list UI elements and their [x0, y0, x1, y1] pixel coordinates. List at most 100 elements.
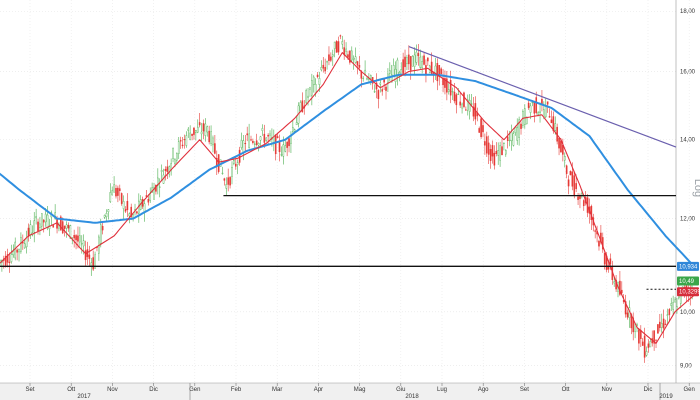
- candle-body: [484, 141, 486, 146]
- candle-body: [520, 123, 522, 129]
- candle-body: [210, 131, 212, 144]
- candle-body: [82, 240, 85, 247]
- candle-body: [478, 128, 480, 133]
- candle-body: [649, 341, 652, 348]
- candle-body: [229, 177, 231, 186]
- candle-body: [44, 213, 47, 223]
- candle-body: [419, 56, 422, 68]
- candle-body: [660, 323, 663, 328]
- candle-body: [324, 66, 326, 72]
- candle-body: [465, 109, 467, 111]
- candle-body: [480, 118, 482, 138]
- candle-body: [252, 140, 254, 143]
- candle-body: [366, 78, 368, 80]
- candle-body: [118, 188, 121, 192]
- candle-body: [282, 144, 285, 157]
- candle-body: [379, 82, 382, 85]
- candle-body: [569, 171, 572, 176]
- candle-body: [472, 106, 475, 117]
- candle-body: [90, 262, 93, 266]
- candle-body: [191, 133, 193, 136]
- candle-body: [638, 329, 640, 344]
- candle-body: [29, 224, 32, 235]
- candle-body: [409, 56, 412, 71]
- candle-body: [107, 209, 110, 213]
- candle-body: [305, 90, 307, 103]
- candle-body: [227, 177, 229, 185]
- scale-label: Log: [692, 179, 700, 197]
- candle-body: [196, 126, 199, 133]
- candle-body: [183, 139, 186, 141]
- candle-body: [46, 214, 49, 228]
- price-badge-label: 10,49: [679, 279, 695, 285]
- candle-body: [333, 41, 336, 49]
- candle-body: [527, 102, 530, 108]
- y-tick-label: 14,00: [680, 138, 696, 144]
- x-tick-label: Mar: [272, 387, 282, 393]
- candle-body: [390, 74, 393, 83]
- candle-body: [79, 235, 81, 243]
- candle-body: [124, 209, 127, 212]
- candle-body: [573, 175, 576, 196]
- candle-body: [231, 167, 233, 177]
- x-tick-label: Gen: [189, 387, 200, 393]
- candle-body: [579, 195, 581, 199]
- candle-body: [647, 343, 650, 348]
- candle-body: [6, 254, 9, 263]
- candle-body: [666, 314, 669, 316]
- x-tick-label: Nov: [107, 387, 118, 393]
- candle-body: [61, 221, 64, 234]
- candle-body: [674, 299, 676, 303]
- x-tick-label: Set: [25, 387, 34, 393]
- candle-body: [436, 63, 439, 82]
- candle-body: [383, 79, 385, 83]
- candle-body: [470, 103, 473, 105]
- x-tick-label: Ott: [67, 387, 75, 393]
- candle-body: [136, 211, 138, 214]
- candle-body: [455, 94, 458, 106]
- candle-body: [482, 125, 484, 133]
- candle-body: [130, 206, 133, 217]
- candle-body: [4, 255, 7, 266]
- candle-body: [531, 102, 534, 104]
- candle-body: [309, 87, 311, 90]
- x-tick-label: Lug: [437, 387, 447, 393]
- candle-body: [598, 240, 600, 247]
- candle-body: [485, 136, 488, 154]
- candle-body: [145, 195, 148, 197]
- candle-body: [132, 214, 134, 218]
- candle-body: [643, 335, 646, 358]
- candle-body: [223, 178, 226, 181]
- candle-body: [187, 128, 190, 131]
- candle-body: [126, 200, 129, 211]
- candle-body: [345, 48, 347, 52]
- candle-body: [560, 140, 562, 153]
- candle-body: [10, 254, 13, 262]
- candle-body: [105, 213, 108, 218]
- candle-body: [659, 321, 661, 329]
- candle-body: [331, 54, 334, 57]
- candle-body: [505, 150, 507, 155]
- candle-body: [311, 80, 313, 96]
- candle-body: [225, 184, 228, 189]
- candle-body: [177, 141, 180, 154]
- candle-body: [111, 190, 113, 196]
- candle-body: [533, 101, 536, 114]
- candle-body: [565, 165, 568, 174]
- candle-body: [35, 216, 37, 219]
- candle-body: [356, 61, 359, 66]
- candle-body: [8, 261, 11, 264]
- candle-body: [115, 188, 117, 197]
- candle-body: [109, 192, 112, 203]
- x-tick-label: Mag: [354, 387, 366, 393]
- candle-body: [653, 330, 655, 344]
- candle-body: [609, 258, 612, 265]
- candle-body: [451, 91, 454, 93]
- candle-body: [212, 137, 214, 146]
- candle-body: [548, 116, 551, 118]
- candle-body: [120, 193, 123, 204]
- candle-body: [160, 170, 163, 172]
- candle-body: [42, 219, 45, 223]
- candle-body: [575, 183, 577, 190]
